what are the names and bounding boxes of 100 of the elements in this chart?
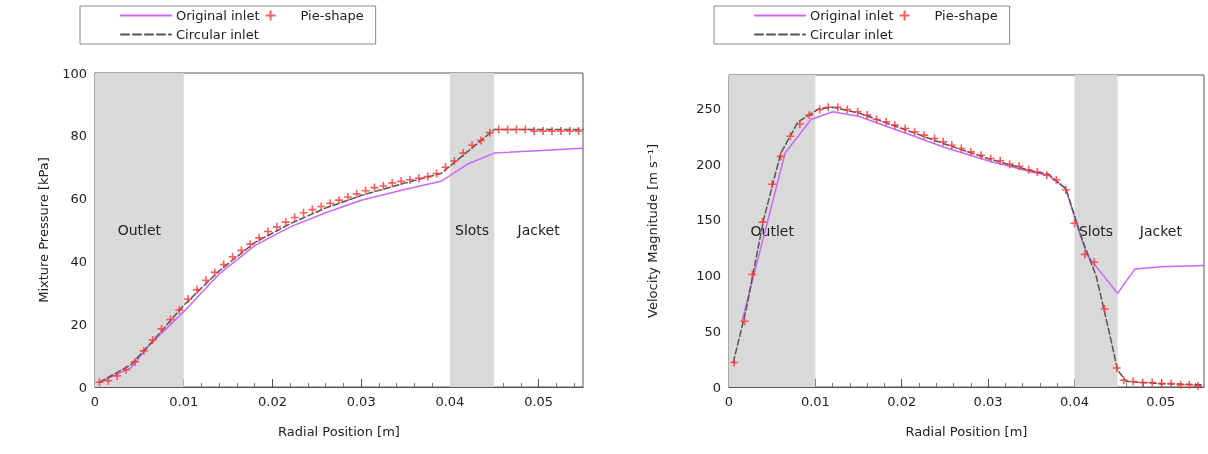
point [863, 111, 872, 120]
point [494, 125, 503, 134]
x-axis-title: Radial Position [m] [905, 424, 1028, 439]
band-label: Slots [1078, 223, 1114, 239]
point [890, 121, 899, 130]
y-tick-label: 80 [70, 128, 87, 144]
legend-label: Pie-shape [934, 8, 998, 23]
point [1167, 379, 1176, 388]
point [335, 196, 343, 205]
x-tick-label: 0.02 [257, 394, 287, 409]
y-tick-label: 100 [696, 268, 721, 284]
x-tick-label: 0 [90, 394, 100, 409]
point [326, 199, 335, 208]
point [468, 141, 477, 150]
point [1112, 364, 1121, 373]
point [1148, 378, 1157, 387]
point [352, 189, 361, 198]
band-label: Outlet [117, 222, 162, 238]
point [1193, 381, 1202, 390]
point [1042, 171, 1051, 180]
x-tick-label: 0.01 [800, 394, 830, 409]
point [210, 268, 219, 277]
point [786, 132, 795, 141]
point [530, 127, 539, 136]
x-tick-label: 0.03 [346, 394, 376, 409]
point [1080, 250, 1089, 259]
x-tick-label: 0.01 [169, 394, 199, 409]
point [485, 128, 494, 137]
point [947, 141, 956, 150]
point [996, 156, 1005, 165]
point [246, 240, 255, 249]
legend-label: Pie-shape [300, 8, 364, 23]
point [539, 127, 548, 136]
point [795, 120, 804, 129]
point [343, 193, 352, 202]
point [148, 335, 157, 344]
point [574, 127, 583, 136]
point [910, 127, 919, 136]
point [853, 107, 862, 116]
y-axis-title: Mixture Pressure [kPa] [36, 157, 51, 303]
x-tick-label: 0.04 [435, 394, 465, 409]
point [776, 152, 785, 161]
point [740, 317, 749, 326]
point [95, 378, 104, 387]
legend-label: Circular inlet [176, 27, 259, 42]
point [547, 127, 556, 136]
x-tick-label: 0.05 [1146, 394, 1176, 409]
y-axis-title: Velocity Magnitude [m s⁻¹] [645, 144, 660, 318]
point [768, 180, 777, 189]
x-tick-label: 0.03 [973, 394, 1003, 409]
point [901, 124, 910, 133]
x-tick-label: 0 [724, 394, 734, 409]
x-axis-title: Radial Position [m] [278, 424, 400, 439]
point [1176, 380, 1185, 389]
point [1129, 377, 1138, 386]
point [264, 227, 273, 236]
point [184, 295, 193, 304]
point [1005, 160, 1014, 169]
point [379, 182, 388, 191]
point [939, 137, 948, 146]
point [388, 178, 397, 187]
point [441, 163, 450, 172]
point [157, 324, 166, 333]
point [1052, 175, 1061, 184]
point [405, 175, 414, 184]
point [1185, 380, 1194, 389]
point [1090, 258, 1099, 267]
point [201, 276, 210, 285]
x-tick-label: 0.02 [887, 394, 917, 409]
point [977, 151, 986, 160]
point [459, 149, 468, 158]
point [193, 285, 202, 294]
point [920, 131, 929, 140]
annotation: Jacket [1138, 223, 1183, 239]
point [1070, 219, 1079, 228]
point [299, 208, 308, 217]
legend-label: Original inlet [176, 8, 260, 23]
point [1100, 305, 1109, 313]
x-tick-label: 0.05 [524, 394, 554, 409]
y-tick-label: 0 [78, 379, 87, 395]
point [317, 202, 326, 211]
y-tick-label: 20 [70, 316, 87, 332]
point [450, 156, 459, 165]
y-tick-label: 200 [696, 156, 721, 172]
point [1033, 167, 1042, 176]
y-tick-label: 0 [712, 379, 721, 395]
point [423, 172, 432, 181]
y-tick-label: 50 [704, 323, 721, 339]
annotation: Jacket [516, 222, 561, 238]
point [113, 372, 122, 381]
band-label: Outlet [750, 223, 795, 239]
point [139, 346, 148, 355]
point [730, 358, 739, 367]
point [966, 147, 975, 156]
legend-label: Circular inlet [810, 27, 893, 42]
point [281, 218, 290, 227]
point [130, 357, 139, 366]
legend-label: Original inlet [810, 8, 894, 23]
point [556, 127, 565, 136]
y-tick-label: 150 [696, 212, 721, 228]
